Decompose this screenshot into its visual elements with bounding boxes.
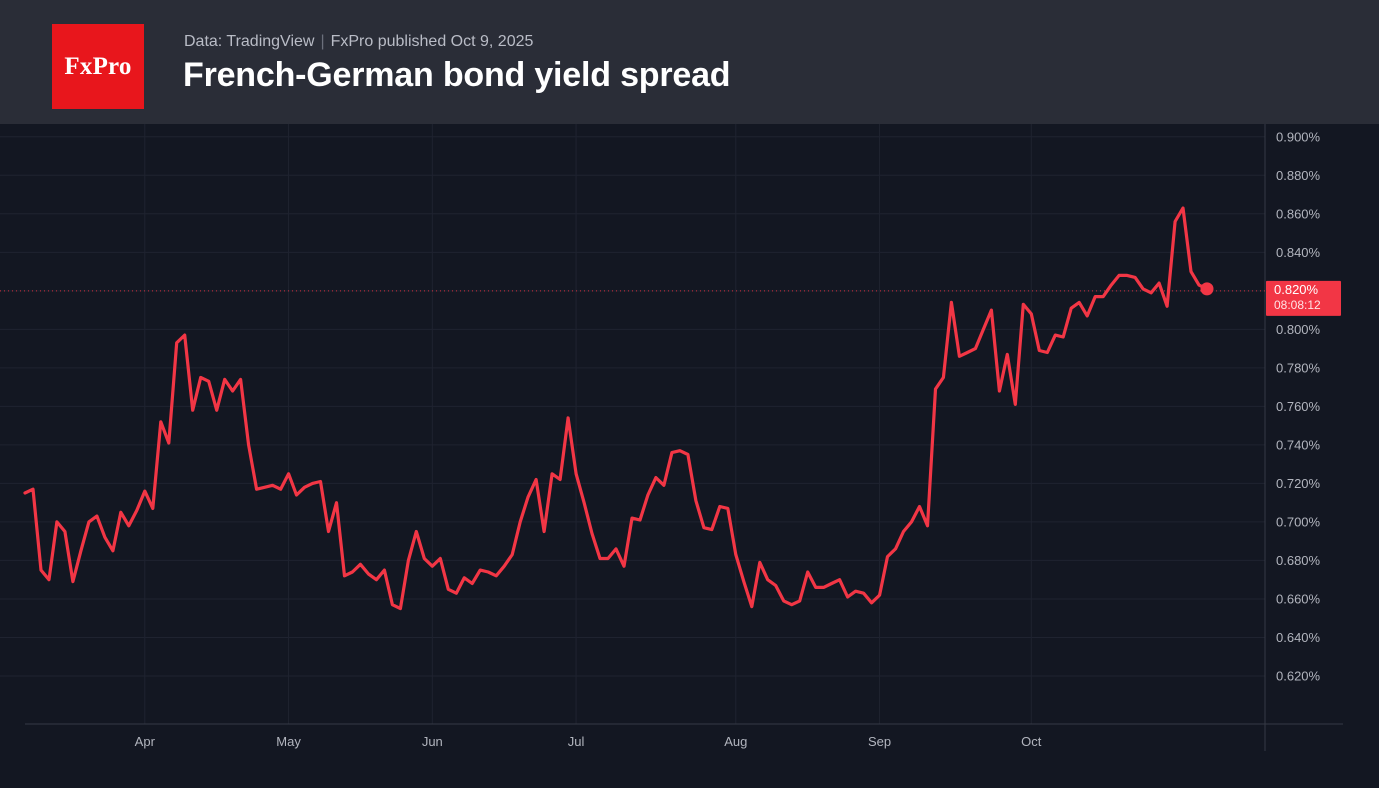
y-tick-label: 0.720%: [1276, 476, 1321, 491]
y-tick-label: 0.660%: [1276, 591, 1321, 606]
source-line: Data: TradingView | FxPro published Oct 9,…: [184, 33, 533, 51]
y-tick-label: 0.620%: [1276, 668, 1321, 683]
y-tick-label: 0.640%: [1276, 630, 1321, 645]
x-axis-ticks: Apr May Jun Jul Aug Sep Oct: [135, 734, 1042, 749]
current-value-marker: 0.820%08:08:12: [0, 280, 1341, 316]
y-axis-ticks: 0.620% 0.640% 0.660% 0.680% 0.700% 0.720% 0.74…: [1276, 129, 1321, 683]
y-tick-label: 0.880%: [1276, 168, 1321, 183]
chart-title: French-German bond yield spread: [183, 56, 731, 94]
x-tick-label: May: [276, 734, 301, 749]
y-tick-label: 0.800%: [1276, 322, 1321, 337]
data-source: Data: TradingView: [184, 33, 315, 50]
y-tick-label: 0.760%: [1276, 399, 1321, 414]
x-tick-label: Oct: [1021, 734, 1042, 749]
published-date: FxPro published Oct 9, 2025: [330, 33, 534, 50]
chart-header: FxPro Data: TradingView | FxPro published …: [0, 0, 1379, 124]
y-tick-label: 0.740%: [1276, 437, 1321, 452]
fxpro-logo: FxPro: [52, 24, 144, 109]
x-tick-label: Jun: [422, 734, 443, 749]
x-tick-label: Apr: [135, 734, 156, 749]
y-tick-label: 0.900%: [1276, 129, 1321, 144]
price-label-box: [1266, 280, 1341, 316]
x-tick-label: Aug: [724, 734, 747, 749]
y-tick-label: 0.860%: [1276, 206, 1321, 221]
y-tick-label: 0.780%: [1276, 360, 1321, 375]
x-tick-label: Sep: [868, 734, 891, 749]
logo-text: FxPro: [64, 52, 132, 80]
meta-separator: |: [320, 33, 325, 50]
last-point-dot: [1200, 282, 1214, 296]
y-tick-label: 0.680%: [1276, 553, 1321, 568]
price-label-value: 0.820%: [1274, 282, 1319, 297]
y-tick-label: 0.700%: [1276, 514, 1321, 529]
line-chart: 0.620% 0.640% 0.660% 0.680% 0.700% 0.720% 0.74…: [0, 124, 1343, 751]
price-label-countdown: 08:08:12: [1274, 298, 1321, 312]
grid-lines: [0, 124, 1265, 724]
chart-axes: [25, 124, 1343, 751]
yield-spread-line: [23, 206, 1209, 611]
y-tick-label: 0.840%: [1276, 245, 1321, 260]
x-tick-label: Jul: [568, 734, 585, 749]
series-layer: [23, 206, 1209, 611]
